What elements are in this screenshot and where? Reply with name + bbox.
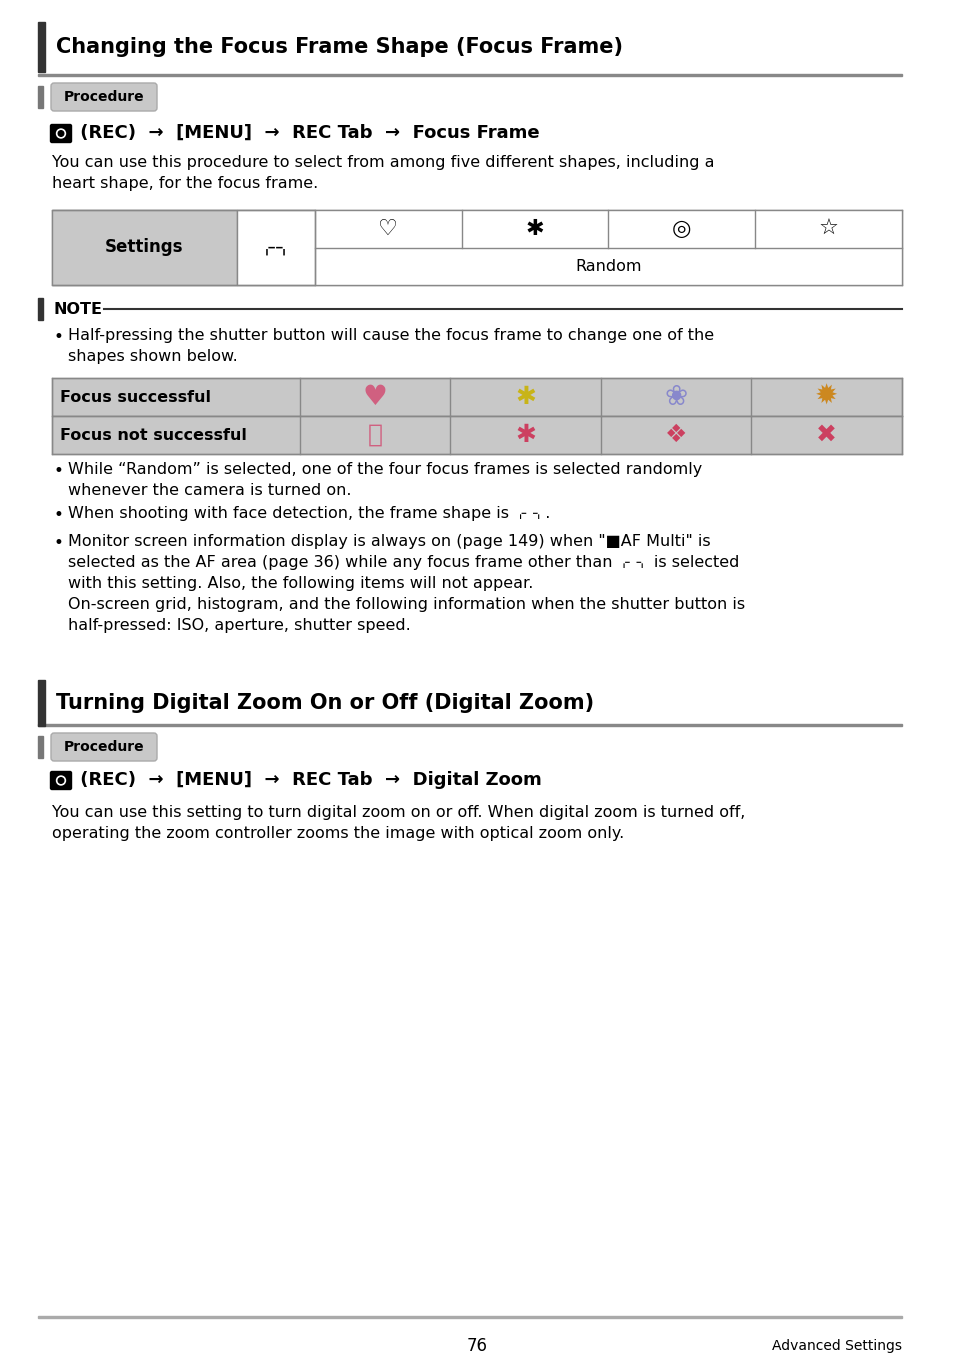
Circle shape xyxy=(58,130,64,136)
Bar xyxy=(52,210,236,285)
Bar xyxy=(52,379,901,417)
Text: ✱: ✱ xyxy=(515,385,536,408)
Text: ❖: ❖ xyxy=(664,423,687,446)
Text: ✹: ✹ xyxy=(814,383,838,411)
Text: ♡: ♡ xyxy=(378,218,398,239)
Text: •: • xyxy=(54,461,64,480)
Text: While “Random” is selected, one of the four focus frames is selected randomly
wh: While “Random” is selected, one of the f… xyxy=(68,461,701,498)
Text: Random: Random xyxy=(575,259,641,274)
Bar xyxy=(38,299,43,320)
Text: Focus not successful: Focus not successful xyxy=(60,427,247,442)
Text: Settings: Settings xyxy=(105,239,184,256)
Text: ✱: ✱ xyxy=(515,423,536,446)
Circle shape xyxy=(58,778,64,783)
Bar xyxy=(38,735,43,759)
Text: ✱: ✱ xyxy=(525,218,544,239)
Text: Half-pressing the shutter button will cause the focus frame to change one of the: Half-pressing the shutter button will ca… xyxy=(68,328,714,364)
Text: Focus successful: Focus successful xyxy=(60,389,211,404)
FancyBboxPatch shape xyxy=(51,83,157,111)
Text: ☆: ☆ xyxy=(818,218,838,239)
Text: You can use this procedure to select from among five different shapes, including: You can use this procedure to select fro… xyxy=(52,155,714,191)
Text: ♥: ♥ xyxy=(362,383,387,411)
Text: ✖: ✖ xyxy=(816,423,837,446)
Circle shape xyxy=(56,129,66,138)
Text: •: • xyxy=(54,328,64,346)
Bar xyxy=(52,210,901,285)
Text: •: • xyxy=(54,506,64,524)
Text: Changing the Focus Frame Shape (Focus Frame): Changing the Focus Frame Shape (Focus Fr… xyxy=(56,37,622,57)
Text: You can use this setting to turn digital zoom on or off. When digital zoom is tu: You can use this setting to turn digital… xyxy=(52,805,744,841)
Text: Monitor screen information display is always on (page 149) when "■AF Multi" is
s: Monitor screen information display is al… xyxy=(68,535,744,632)
Text: ❀: ❀ xyxy=(664,383,687,411)
Bar xyxy=(38,73,901,76)
Text: Advanced Settings: Advanced Settings xyxy=(771,1339,901,1353)
FancyBboxPatch shape xyxy=(51,772,71,790)
Text: Procedure: Procedure xyxy=(64,740,144,754)
Bar xyxy=(38,680,45,726)
Bar xyxy=(314,210,901,285)
FancyBboxPatch shape xyxy=(51,733,157,761)
Text: When shooting with face detection, the frame shape is ⌌ ⌍.: When shooting with face detection, the f… xyxy=(68,506,550,521)
Bar xyxy=(38,1316,901,1318)
Text: 💔: 💔 xyxy=(367,423,382,446)
Bar xyxy=(38,22,45,72)
Circle shape xyxy=(56,776,66,784)
Text: Procedure: Procedure xyxy=(64,90,144,104)
Text: ◎: ◎ xyxy=(672,218,691,239)
Text: (REC)  →  [MENU]  →  REC Tab  →  Digital Zoom: (REC) → [MENU] → REC Tab → Digital Zoom xyxy=(74,771,541,788)
Text: ⌌⌍: ⌌⌍ xyxy=(257,237,294,258)
Text: (REC)  →  [MENU]  →  REC Tab  →  Focus Frame: (REC) → [MENU] → REC Tab → Focus Frame xyxy=(74,123,539,142)
Bar xyxy=(38,85,43,109)
Bar xyxy=(38,723,901,726)
FancyBboxPatch shape xyxy=(51,125,71,142)
Text: •: • xyxy=(54,535,64,552)
Bar xyxy=(236,210,314,285)
Bar xyxy=(52,417,901,455)
Text: NOTE: NOTE xyxy=(54,301,103,316)
Text: Turning Digital Zoom On or Off (Digital Zoom): Turning Digital Zoom On or Off (Digital … xyxy=(56,693,594,712)
Text: 76: 76 xyxy=(466,1337,487,1356)
